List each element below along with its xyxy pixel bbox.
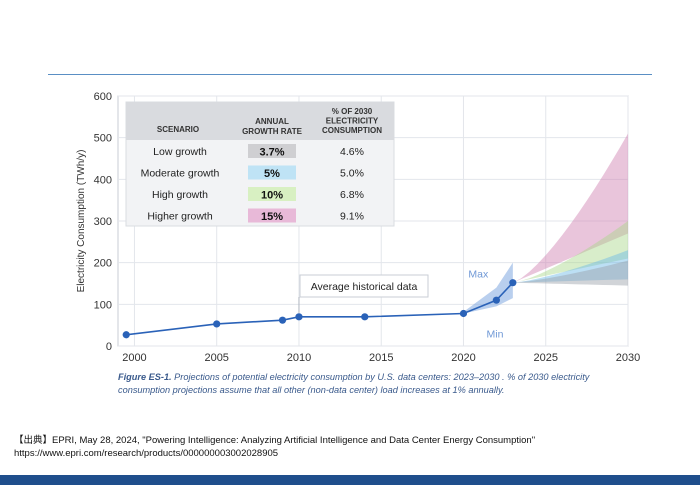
- table-header-growth-rate: ANNUAL GROWTH RATE: [242, 117, 303, 136]
- caption-figure-label: Figure ES-1.: [118, 372, 172, 382]
- table-row-scenario: Low growth: [153, 146, 207, 158]
- y-tick-label: 0: [106, 341, 112, 353]
- x-tick-label: 2020: [451, 352, 475, 364]
- min-annotation: Min: [487, 329, 504, 341]
- max-annotation: Max: [468, 268, 489, 280]
- average-callout-text: Average historical data: [311, 281, 418, 293]
- historical-point: [278, 316, 287, 324]
- figure-caption: Figure ES-1. Projections of potential el…: [118, 371, 638, 397]
- historical-point: [213, 320, 221, 328]
- x-tick-label: 2005: [204, 352, 228, 364]
- source-citation: 【出典】EPRI, May 28, 2024, "Powering Intell…: [14, 434, 694, 460]
- table-row-share: 9.1%: [340, 211, 364, 223]
- x-tick-label: 2030: [616, 352, 640, 364]
- table-header-scenario: SCENARIO: [157, 125, 199, 134]
- source-url: https://www.epri.com/research/products/0…: [14, 448, 279, 459]
- historical-point: [509, 279, 517, 287]
- y-axis-label: Electricity Consumption (TWh/y): [76, 150, 87, 293]
- table-row-share: 5.0%: [340, 168, 364, 180]
- top-divider: [48, 74, 652, 75]
- table-row-rate: 3.7%: [259, 147, 284, 159]
- historical-point: [122, 331, 130, 339]
- projection-band-high-growth: [512, 221, 628, 283]
- y-tick-label: 200: [94, 258, 112, 270]
- table-row-share: 6.8%: [340, 189, 364, 201]
- table-row-rate: 15%: [261, 211, 283, 223]
- y-tick-label: 500: [94, 133, 112, 145]
- table-row-scenario: Moderate growth: [141, 168, 220, 180]
- x-tick-label: 2015: [369, 352, 393, 364]
- x-tick-label: 2025: [533, 352, 557, 364]
- chart: 0 100 200 300 400 500 600 2000 2005 2010 2015 2020 2…: [76, 91, 640, 364]
- y-tick-label: 400: [94, 174, 112, 186]
- projection-band-moderate-growth: [512, 250, 628, 283]
- average-callout-box: [299, 274, 429, 298]
- historical-point: [459, 309, 468, 318]
- table-row-rate-swatch: [248, 187, 296, 201]
- y-tick-label: 300: [94, 216, 112, 228]
- historical-point: [361, 313, 369, 321]
- scenario-table: SCENARIO ANNUAL GROWTH RATE % OF 2030 ELECTR…: [125, 101, 395, 227]
- x-tick-label: 2000: [122, 352, 146, 364]
- historical-range-band: [463, 262, 513, 314]
- projection-band-low-growth: [512, 260, 628, 286]
- table-header-share: % OF 2030 ELECTRICITY CONSUMPTION: [322, 107, 382, 135]
- table-row-rate: 10%: [261, 190, 283, 202]
- footer-bar: [0, 475, 700, 485]
- table-row-rate-swatch: [248, 144, 296, 158]
- historical-point: [492, 296, 500, 304]
- historical-point: [295, 313, 303, 321]
- projection-band-higher-growth: [512, 133, 628, 283]
- x-tick-label: 2010: [287, 352, 311, 364]
- scenario-table-header-bg: [126, 102, 394, 140]
- caption-text: Projections of potential electricity con…: [118, 372, 590, 395]
- historical-line: [126, 282, 514, 336]
- table-row-rate: 5%: [264, 168, 280, 180]
- y-tick-label: 600: [94, 91, 112, 103]
- table-row-scenario: Higher growth: [147, 211, 213, 223]
- table-row-scenario: High growth: [152, 189, 208, 201]
- table-row-rate-swatch: [248, 208, 296, 223]
- y-tick-label: 100: [94, 299, 112, 311]
- table-row-rate-swatch: [248, 165, 296, 180]
- source-line-1: 【出典】EPRI, May 28, 2024, "Powering Intell…: [14, 435, 536, 446]
- table-row-share: 4.6%: [340, 146, 364, 158]
